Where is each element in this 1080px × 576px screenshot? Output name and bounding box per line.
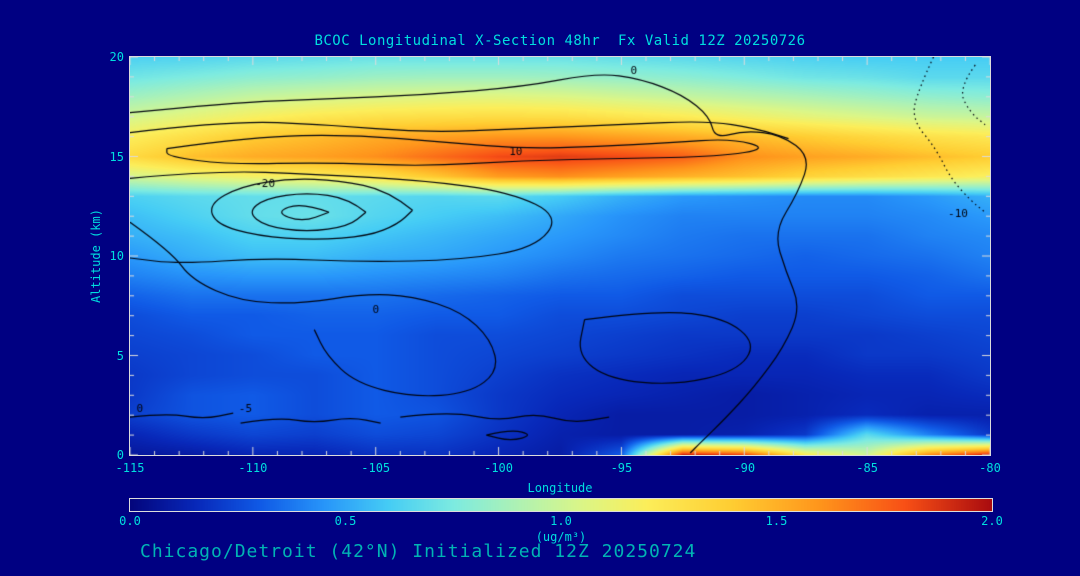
y-tick-label: 15 [109,149,124,164]
x-tick-label: -115 [115,461,145,475]
y-tick-label: 10 [109,249,124,263]
x-tick-label: -95 [610,461,633,475]
figure-caption: Chicago/Detroit (42°N) Initialized 12Z 2… [140,541,697,562]
colorbar-tick-label: 0.0 [119,514,141,528]
x-tick-label: -110 [238,461,268,475]
y-tick-label: 0 [116,448,124,462]
colorbar-tick-label: 1.0 [550,514,572,528]
x-tick-label: -105 [361,461,391,475]
x-axis-label: Longitude [527,481,593,495]
colorbar-units: (ug/m³) [535,530,587,544]
x-tick-label: -85 [856,461,878,475]
colorbar-tick-label: 2.0 [981,514,1003,528]
x-tick-label: -100 [484,461,514,475]
y-tick-label: 20 [109,50,124,64]
plot-canvas [129,56,991,456]
colorbar-canvas [129,498,993,512]
x-tick-label: -80 [979,461,1001,475]
y-tick-label: 5 [116,348,124,363]
colorbar-tick-label: 1.5 [765,514,788,528]
chart-title: BCOC Longitudinal X-Section 48hr Fx Vali… [314,33,806,49]
colorbar-tick-label: 0.5 [334,514,357,528]
x-tick-label: -90 [733,461,756,475]
